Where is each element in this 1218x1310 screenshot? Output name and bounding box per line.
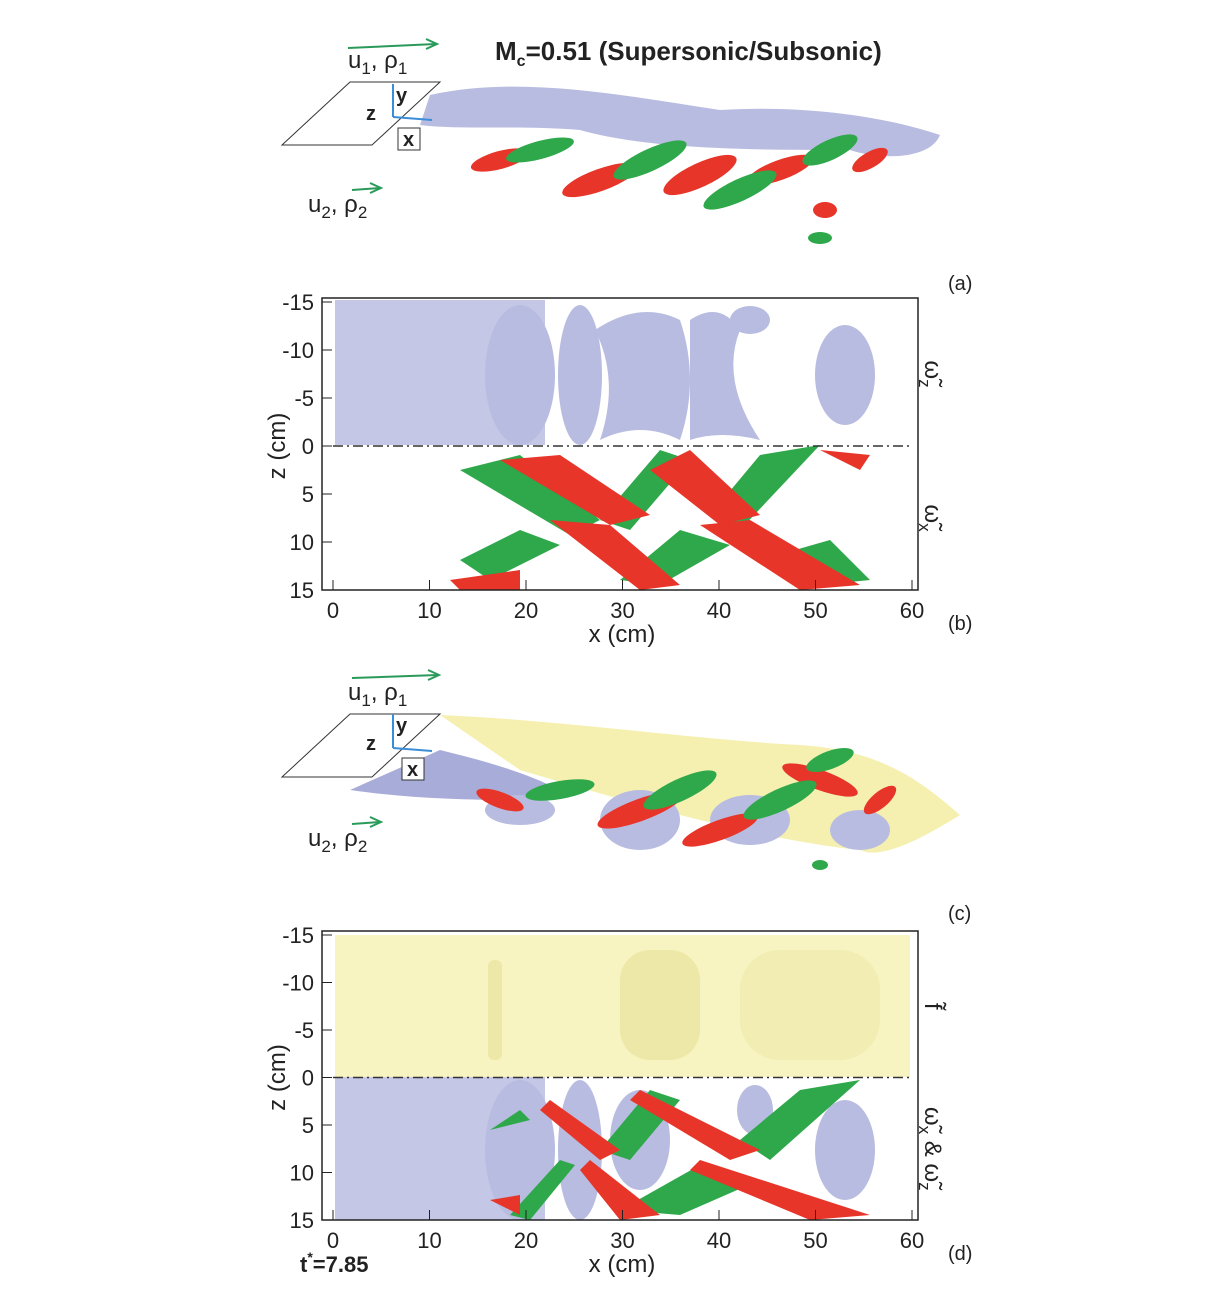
panel-d: t*=7.85 0 10 20 30 40 50 60 -15 -10 -5 0 5 10 15 x (cm… bbox=[264, 923, 972, 1278]
stream-bottom: u2, ρ2 bbox=[308, 825, 367, 856]
y-tick-label: -5 bbox=[294, 386, 314, 411]
x-tick-label: 20 bbox=[514, 598, 538, 623]
side-label-amp: & bbox=[919, 1134, 946, 1163]
y-tick-label: -15 bbox=[282, 923, 314, 948]
title-sub: c bbox=[517, 53, 526, 70]
x-tick-label: 0 bbox=[327, 598, 339, 623]
y-axis-label: z (cm) bbox=[264, 413, 291, 480]
x-tick-label: 10 bbox=[417, 598, 441, 623]
stream-bottom: u2, ρ2 bbox=[308, 191, 367, 222]
u-sub: 1 bbox=[361, 59, 370, 78]
u: u bbox=[348, 679, 361, 706]
stream-top: u1, ρ1 bbox=[348, 679, 407, 710]
rho-sub: 2 bbox=[358, 837, 367, 856]
axis-z: z bbox=[366, 103, 376, 125]
y-tick-label: -10 bbox=[282, 971, 314, 996]
title-main: M bbox=[495, 36, 517, 66]
rho: , ρ bbox=[371, 47, 398, 74]
y-tick-label: 10 bbox=[290, 1161, 314, 1186]
y-tick-label: -10 bbox=[282, 338, 314, 363]
x-tick-label: 50 bbox=[803, 1228, 827, 1253]
u: u bbox=[308, 191, 321, 218]
y-tick-label: 5 bbox=[302, 482, 314, 507]
side-label-symbol: f̃ bbox=[919, 1001, 946, 1011]
vorticity-x-structures bbox=[450, 445, 870, 590]
rho: , ρ bbox=[371, 679, 398, 706]
axis-x: x bbox=[407, 759, 418, 781]
panel-label: (b) bbox=[948, 613, 972, 635]
y-axis-label: z (cm) bbox=[264, 1044, 291, 1111]
axis-z: z bbox=[366, 733, 376, 755]
panel-c: u1, ρ1 u2, ρ2 z y x (c) bbox=[282, 670, 971, 925]
rho: , ρ bbox=[331, 825, 358, 852]
arrow bbox=[352, 675, 438, 678]
side-label: ω̃x & ω̃z bbox=[915, 1107, 946, 1191]
x-tick-label: 50 bbox=[803, 598, 827, 623]
y-tick-label: 15 bbox=[290, 578, 314, 603]
side-label-sub: x bbox=[915, 523, 934, 532]
side-label: ω̃x bbox=[915, 504, 946, 532]
panel-b: 0 10 20 30 40 50 60 -15 -10 -5 0 5 10 15 x (cm) z (cm) (… bbox=[264, 290, 972, 648]
x-tick-label: 20 bbox=[514, 1228, 538, 1253]
panel-label: (d) bbox=[948, 1243, 972, 1265]
rho-sub: 1 bbox=[398, 691, 407, 710]
u: u bbox=[308, 825, 321, 852]
rho-sub: 1 bbox=[398, 59, 407, 78]
x-tick-label: 40 bbox=[707, 1228, 731, 1253]
figure: Mc=0.51 (Supersonic/Subsonic) u1, ρ1 u2,… bbox=[0, 0, 1218, 1305]
u-sub: 2 bbox=[321, 203, 330, 222]
x-tick-label: 30 bbox=[610, 598, 634, 623]
title-rest: =0.51 (Supersonic/Subsonic) bbox=[526, 36, 882, 66]
y-tick-label: 0 bbox=[302, 1066, 314, 1091]
t-value: =7.85 bbox=[313, 1252, 369, 1277]
rho: , ρ bbox=[331, 191, 358, 218]
x-tick-label: 60 bbox=[900, 598, 924, 623]
y-tick-label: -5 bbox=[294, 1018, 314, 1043]
u-sub: 1 bbox=[361, 691, 370, 710]
side-label-sub: z bbox=[915, 379, 934, 388]
x-tick-label: 40 bbox=[707, 598, 731, 623]
side-label: ω̃z bbox=[915, 360, 946, 388]
rho-sub: 2 bbox=[358, 203, 367, 222]
axis-y: y bbox=[396, 85, 408, 107]
u: u bbox=[348, 47, 361, 74]
y-tick-label: 15 bbox=[290, 1208, 314, 1233]
x-tick-label: 30 bbox=[610, 1228, 634, 1253]
x-tick-label: 0 bbox=[327, 1228, 339, 1253]
y-tick-label: 10 bbox=[290, 530, 314, 555]
vorticity-z-structures bbox=[485, 305, 875, 445]
side-label-sub2: z bbox=[915, 1182, 934, 1191]
y-tick-label: 5 bbox=[302, 1113, 314, 1138]
y-tick-label: -15 bbox=[282, 290, 314, 315]
axis-x: x bbox=[403, 129, 414, 151]
x-axis-label: x (cm) bbox=[589, 1251, 656, 1278]
panel-label: (a) bbox=[948, 273, 972, 295]
axis-y: y bbox=[396, 715, 408, 737]
x-axis-label: x (cm) bbox=[589, 621, 656, 648]
time-label: t*=7.85 bbox=[300, 1249, 368, 1277]
y-tick-label: 0 bbox=[302, 434, 314, 459]
stream-top: u1, ρ1 bbox=[348, 47, 407, 78]
title: Mc=0.51 (Supersonic/Subsonic) bbox=[495, 36, 882, 70]
panel-label: (c) bbox=[948, 903, 971, 925]
side-label: f̃ bbox=[919, 1001, 946, 1011]
panel-a: Mc=0.51 (Supersonic/Subsonic) u1, ρ1 u2,… bbox=[282, 36, 972, 295]
x-tick-label: 60 bbox=[900, 1228, 924, 1253]
x-tick-label: 10 bbox=[417, 1228, 441, 1253]
u-sub: 2 bbox=[321, 837, 330, 856]
